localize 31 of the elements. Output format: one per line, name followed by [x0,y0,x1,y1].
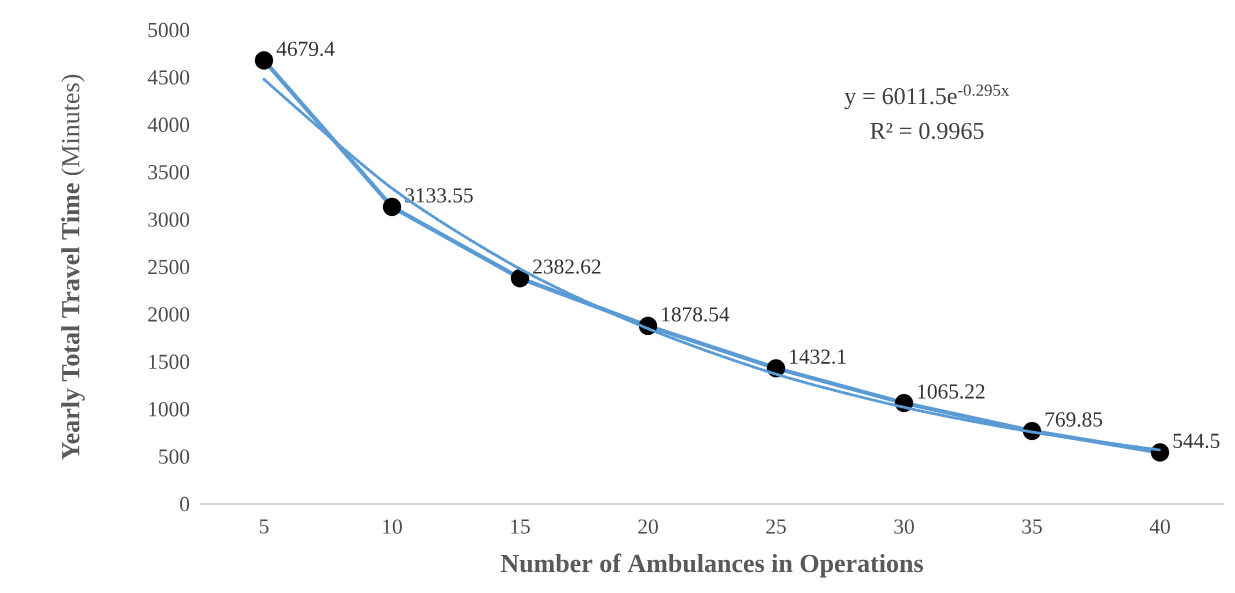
x-tick-label: 20 [638,519,658,534]
x-tick-label: 25 [766,519,786,534]
y-tick-label: 0 [180,496,190,512]
y-tick-label: 3500 [148,165,190,180]
data-label: 2382.62 [533,259,601,274]
y-tick-label: 4000 [147,117,190,132]
data-label: 1065.22 [918,384,985,399]
annotation: y = 6011.5e$^{-0.295x}$ [844,84,1010,110]
y-tick-label: 3000 [148,212,190,227]
x-tick-label: 35 [1022,519,1042,534]
y-tick-label: 2000 [148,307,190,322]
y-tick-label: 5000 [148,22,190,38]
y-tick-label: 1500 [149,354,190,369]
x-tick-label: 40 [1149,519,1170,534]
x-tick-label: 10 [383,519,402,534]
data-label: 4679.4 [276,41,335,57]
data-label: 1878.54 [662,307,730,322]
x-tick-label: 15 [511,519,530,534]
data-label: 544.5 [1173,433,1220,449]
x-tick-label: 30 [894,519,914,534]
x-tick-label: 5 [259,519,269,534]
x-axis-title: Number of Ambulances in Operations [500,553,923,578]
y-axis-title: Yearly Total Travel Time (Minutes) [61,74,85,460]
y-tick-label: 1000 [149,402,190,417]
y-tick-label: 4500 [147,70,190,85]
annotation: R² = 0.9965 [870,122,984,140]
data-label: 3133.55 [405,188,473,203]
y-tick-label: 500 [159,449,190,464]
data-label: 769.85 [1045,412,1103,427]
data-label: 1432.1 [790,349,846,364]
y-tick-label: 2500 [148,259,190,275]
